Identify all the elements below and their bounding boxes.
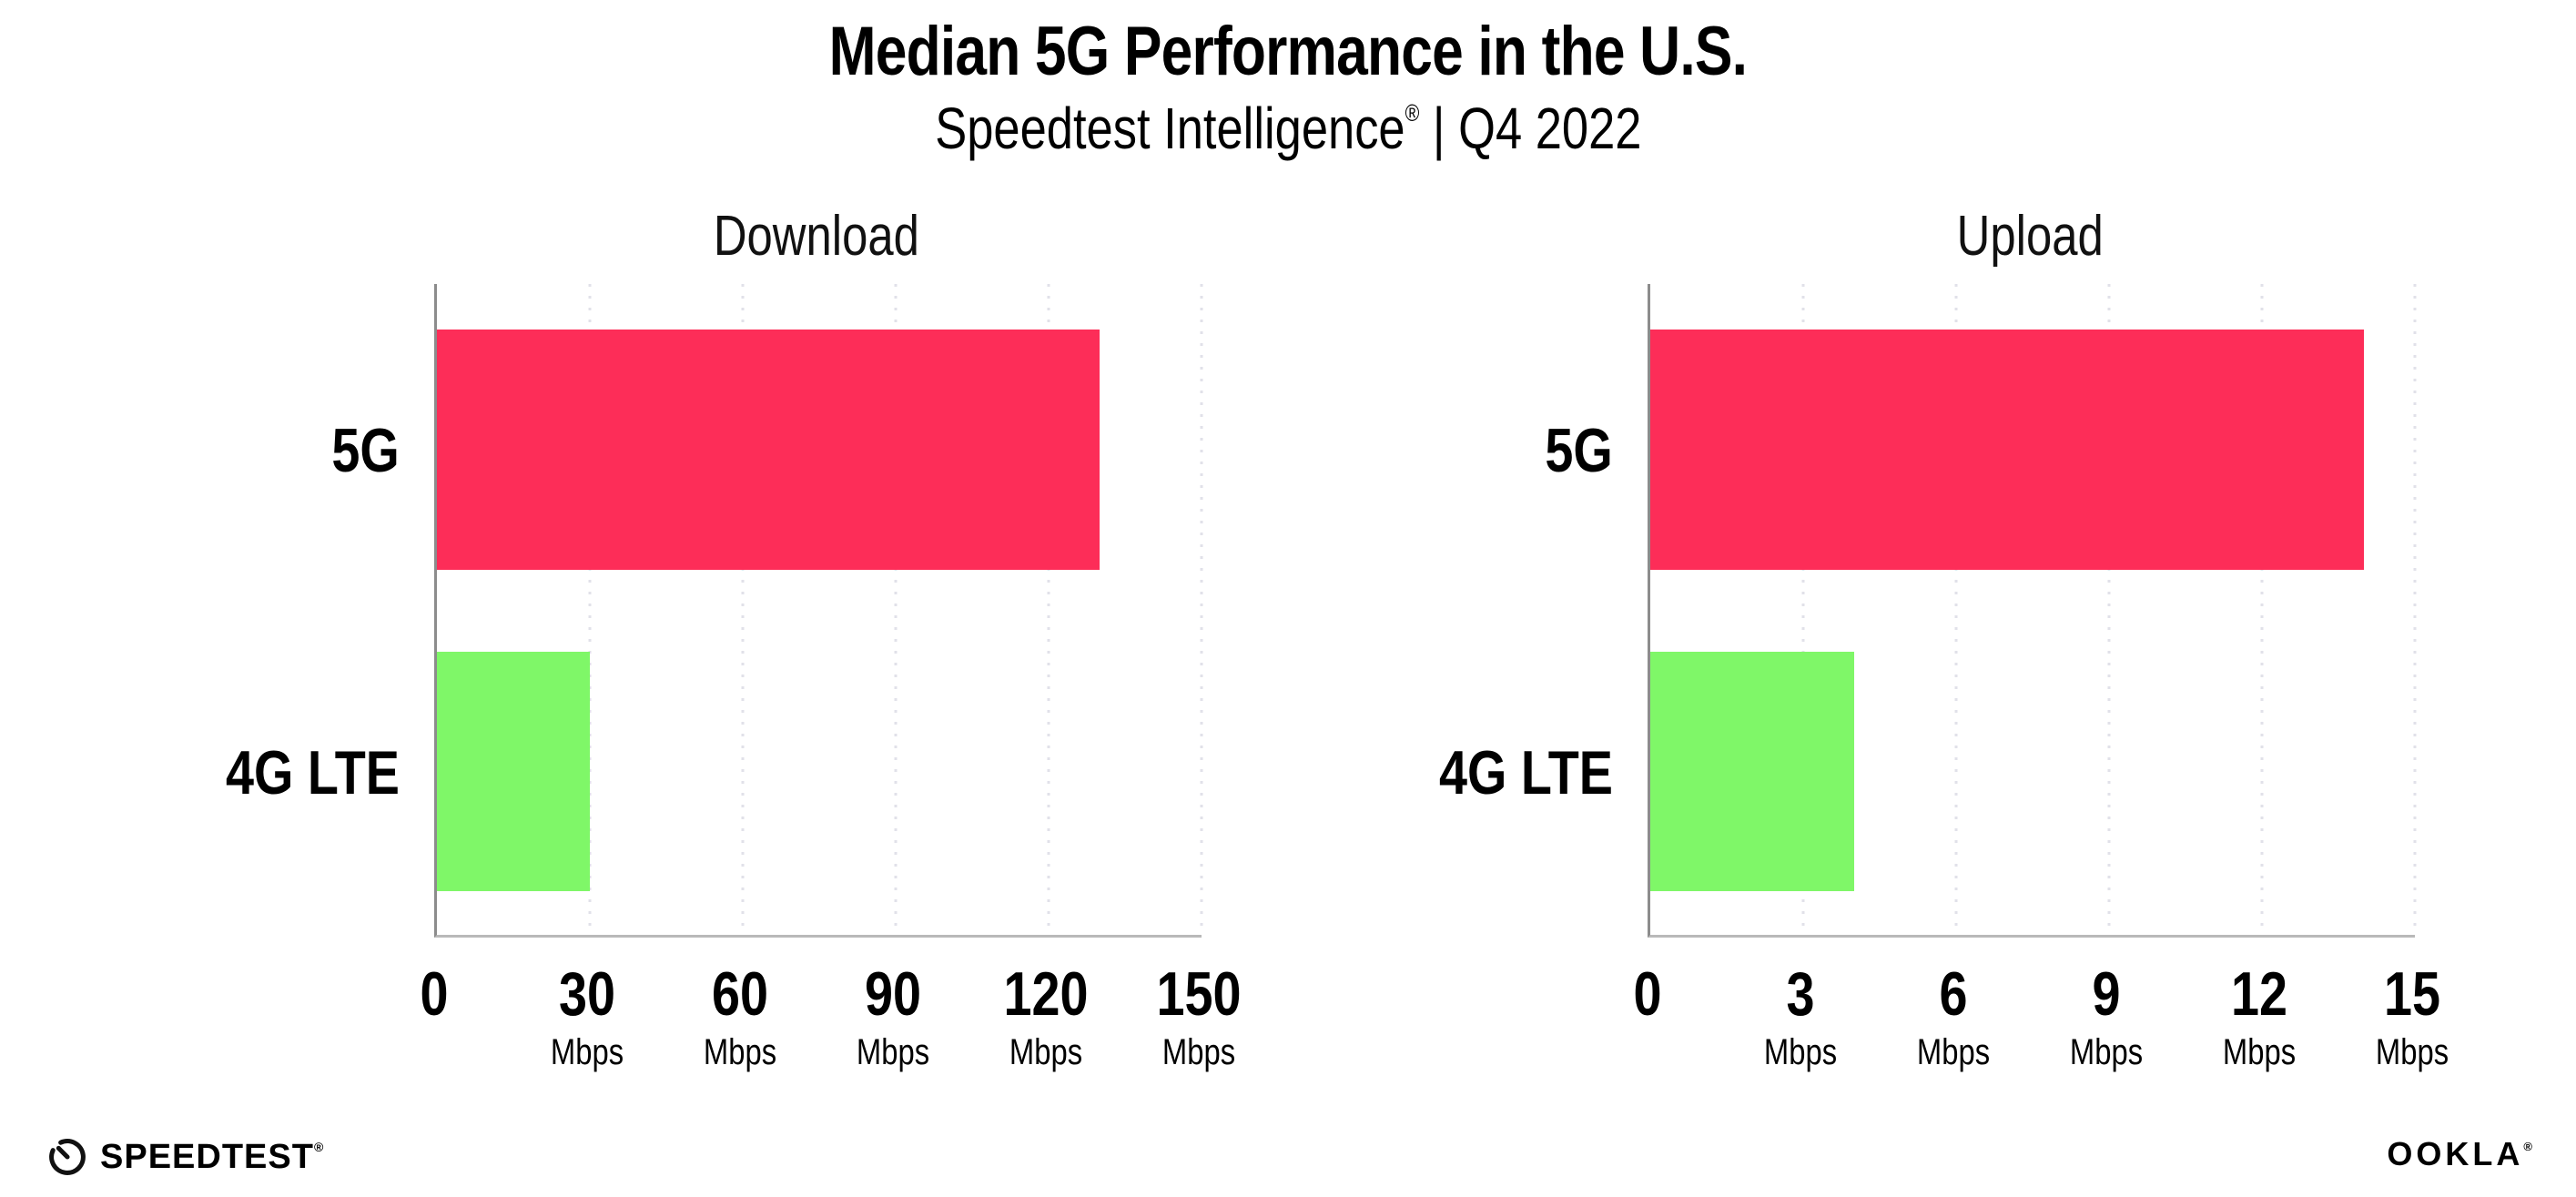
bar-4g-lte <box>437 651 590 891</box>
x-tick-value: 15 <box>2383 959 2441 1030</box>
category-label-text: 5G <box>1545 415 1613 485</box>
bar-5g <box>1650 330 2364 570</box>
gridline <box>2107 284 2111 936</box>
x-tick-value: 6 <box>1939 959 1968 1030</box>
category-label-text: 5G <box>331 415 400 485</box>
category-axis-download: 5G 4G LTE <box>161 284 434 938</box>
x-tick-value: 3 <box>1786 959 1815 1030</box>
chart-title-text: Download <box>713 205 920 269</box>
x-axis-upload: 0 3 Mbps 6 Mbps 9 Mbps 12 Mbps 15 Mbps <box>1633 963 2449 1086</box>
x-tick: 12 Mbps <box>2215 963 2304 1070</box>
x-axis-download: 0 30 Mbps 60 Mbps 90 Mbps 120 Mbps 150 Mbps <box>420 963 1241 1086</box>
x-tick-unit: Mbps <box>2222 1032 2297 1073</box>
page-title: Median 5G Performance in the U.S. <box>0 13 2576 90</box>
ookla-registered-mark: ® <box>2523 1140 2532 1153</box>
ookla-logo: OOKLA® <box>2387 1135 2532 1173</box>
gridline <box>2413 284 2417 936</box>
speedtest-logo: SPEEDTEST® <box>47 1137 323 1177</box>
x-tick: 0 <box>417 963 451 1025</box>
gridline <box>2260 284 2264 936</box>
category-label: 4G LTE <box>1401 742 1613 804</box>
subtitle-separator: | <box>1418 96 1458 162</box>
x-tick-unit: Mbps <box>2375 1032 2449 1073</box>
x-tick-unit: Mbps <box>856 1032 930 1073</box>
chart-title-download: Download <box>434 207 1199 266</box>
plot-wrap-upload: 5G 4G LTE <box>1374 284 2417 938</box>
registered-mark: ® <box>1405 99 1419 127</box>
x-tick-value: 120 <box>1003 959 1089 1030</box>
x-tick: 0 <box>1630 963 1665 1025</box>
charts-row: Download 5G 4G LTE 0 30 Mbps 60 Mbps 90 Mbps 120 Mb… <box>0 207 2576 1086</box>
page-subtitle-text: Speedtest Intelligence® | Q4 2022 <box>934 96 1642 162</box>
category-label: 5G <box>317 420 400 482</box>
chart-title-upload: Upload <box>1648 207 2412 266</box>
x-tick: 15 Mbps <box>2368 963 2457 1070</box>
subtitle-brand: Speedtest Intelligence <box>934 96 1405 162</box>
header: Median 5G Performance in the U.S. Speedt… <box>0 0 2576 159</box>
chart-download: Download 5G 4G LTE 0 30 Mbps 60 Mbps 90 Mbps 120 Mb… <box>161 207 1242 1086</box>
gridline <box>588 284 592 936</box>
chart-title-text: Upload <box>1956 205 2104 269</box>
x-tick-value: 0 <box>1633 959 1662 1030</box>
x-tick: 6 Mbps <box>1909 963 1998 1070</box>
x-tick-unit: Mbps <box>703 1032 777 1073</box>
bar-4g-lte <box>1650 651 1854 891</box>
page-title-text: Median 5G Performance in the U.S. <box>828 13 1748 90</box>
category-label: 4G LTE <box>188 742 400 804</box>
gridline <box>741 284 745 936</box>
x-tick-unit: Mbps <box>550 1032 624 1073</box>
ookla-label: OOKLA <box>2387 1135 2524 1172</box>
x-tick: 30 Mbps <box>543 963 632 1070</box>
x-tick-value: 60 <box>711 959 769 1030</box>
x-tick: 90 Mbps <box>848 963 938 1070</box>
plot-area-download <box>434 284 1203 938</box>
x-tick-unit: Mbps <box>1763 1032 1838 1073</box>
page-subtitle: Speedtest Intelligence® | Q4 2022 <box>0 96 2576 162</box>
category-label: 5G <box>1530 420 1613 482</box>
bar-5g <box>437 330 1100 570</box>
gridline <box>1954 284 1958 936</box>
subtitle-period: Q4 2022 <box>1457 96 1642 162</box>
x-tick: 9 Mbps <box>2062 963 2151 1070</box>
x-tick: 150 Mbps <box>1147 963 1250 1070</box>
chart-upload: Upload 5G 4G LTE 0 3 Mbps 6 Mbps 9 Mbps 12 Mbps 15 Mb… <box>1374 207 2449 1086</box>
x-tick: 3 Mbps <box>1756 963 1845 1070</box>
category-label-text: 4G LTE <box>1438 738 1613 808</box>
gridline <box>894 284 898 936</box>
x-tick-unit: Mbps <box>1161 1032 1236 1073</box>
x-tick-value: 150 <box>1156 959 1242 1030</box>
gridline <box>1047 284 1050 936</box>
x-tick: 120 Mbps <box>994 963 1097 1070</box>
x-tick-value: 12 <box>2230 959 2288 1030</box>
x-tick-value: 30 <box>558 959 616 1030</box>
x-tick-value: 9 <box>2092 959 2121 1030</box>
plot-area-upload <box>1648 284 2417 938</box>
x-tick-unit: Mbps <box>1009 1032 1083 1073</box>
x-tick: 60 Mbps <box>695 963 785 1070</box>
speedtest-wordmark: SPEEDTEST® <box>100 1138 323 1177</box>
speedtest-registered-mark: ® <box>313 1139 324 1154</box>
x-tick-unit: Mbps <box>1916 1032 1991 1073</box>
category-label-text: 4G LTE <box>225 738 400 808</box>
gridline <box>1801 284 1805 936</box>
plot-wrap-download: 5G 4G LTE <box>161 284 1203 938</box>
x-tick-value: 0 <box>420 959 449 1030</box>
x-tick-unit: Mbps <box>2069 1032 2144 1073</box>
speedtest-label: SPEEDTEST <box>100 1137 314 1176</box>
speedtest-gauge-icon <box>49 1139 86 1175</box>
gridline <box>1200 284 1203 936</box>
category-axis-upload: 5G 4G LTE <box>1374 284 1648 938</box>
x-tick-value: 90 <box>864 959 922 1030</box>
